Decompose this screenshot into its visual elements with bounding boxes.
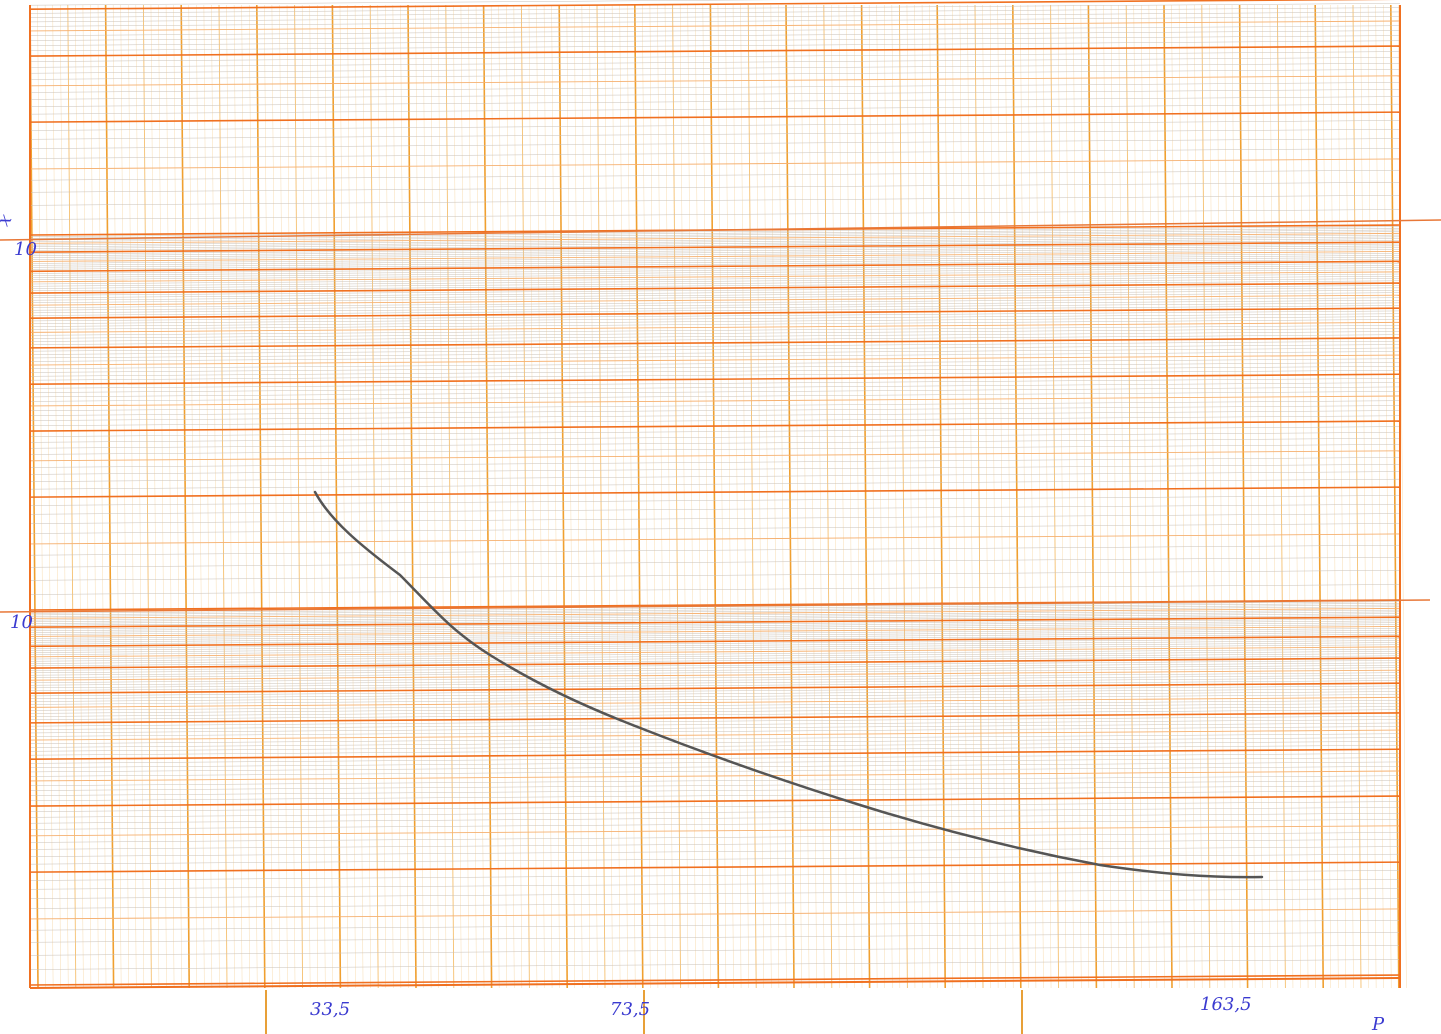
page: x 10 10 33,5 73,5 163,5 P (() => { const… — [0, 0, 1441, 1034]
y-tick-label: 10 — [14, 239, 37, 260]
x-tick-label: 33,5 — [310, 999, 350, 1020]
x-axis-label: P — [1371, 1014, 1385, 1034]
x-tick-label: 163,5 — [1200, 994, 1252, 1015]
x-tick-label: 73,5 — [610, 999, 650, 1020]
graph-paper-scan: x 10 10 33,5 73,5 163,5 P — [0, 0, 1441, 1034]
y-tick-label: 10 — [10, 612, 33, 633]
